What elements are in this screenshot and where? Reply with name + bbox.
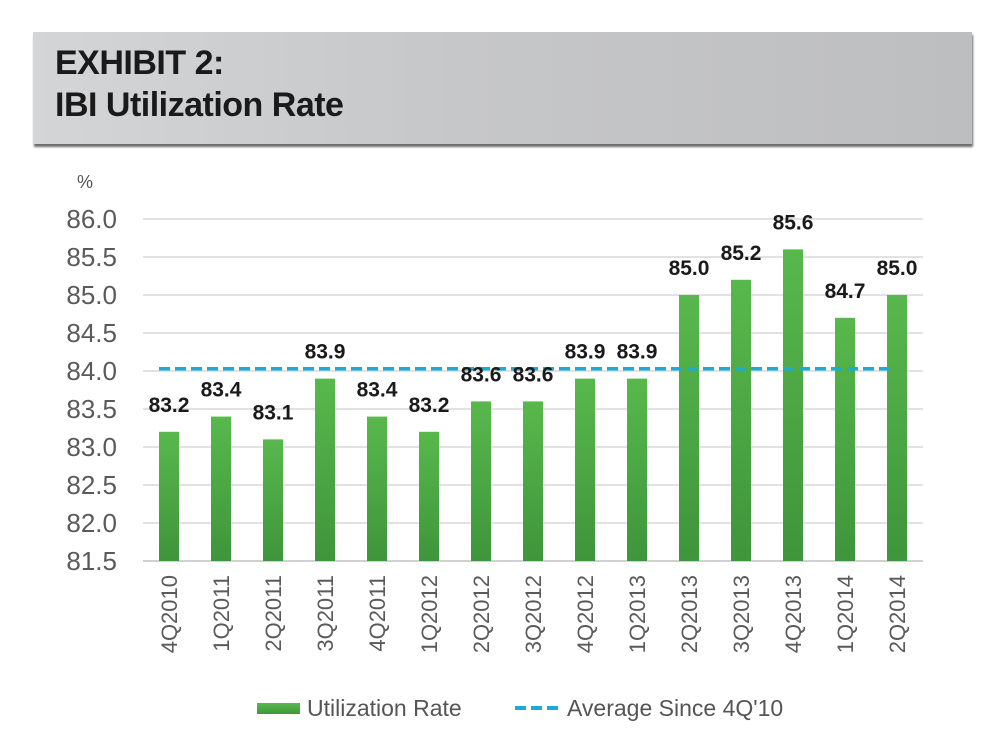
x-tick-label: 1Q2013 — [625, 575, 650, 653]
x-tick-label: 2Q2014 — [885, 575, 910, 653]
y-tick-label: 85.5 — [66, 242, 117, 272]
bar-4Q2011 — [367, 416, 387, 561]
bar-4Q2013 — [783, 249, 803, 561]
bar-1Q2013 — [627, 378, 647, 561]
data-label: 85.0 — [669, 257, 710, 280]
data-label: 83.9 — [617, 341, 658, 364]
bar-2Q2012 — [471, 401, 491, 561]
bar-4Q2012 — [575, 378, 595, 561]
y-tick-label: 86.0 — [66, 204, 117, 234]
legend-label-average: Average Since 4Q'10 — [567, 695, 784, 721]
bar-2Q2011 — [263, 439, 283, 561]
y-tick-label: 84.5 — [66, 318, 117, 348]
bar-1Q2011 — [211, 416, 231, 561]
x-tick-label: 1Q2014 — [833, 575, 858, 653]
y-tick-label: 81.5 — [66, 546, 117, 576]
data-label: 83.2 — [409, 394, 450, 417]
bar-3Q2012 — [523, 401, 543, 561]
chart-area: % 81.5 82.0 82.5 83.0 83.5 84.0 84.5 85.0 85.5 86… — [66, 172, 923, 653]
bar-3Q2011 — [315, 378, 335, 561]
x-tick-label: 2Q2011 — [261, 575, 286, 652]
x-tick-label: 4Q2010 — [157, 575, 182, 653]
bar-2Q2014 — [887, 295, 907, 561]
x-axis-ticks: 4Q2010 1Q2011 2Q2011 3Q2011 4Q2011 1Q2012 2Q20… — [157, 575, 910, 653]
bar-3Q2013 — [731, 279, 751, 561]
legend-swatch-utilization-rate — [257, 703, 300, 714]
data-label: 83.1 — [253, 401, 294, 424]
data-label: 85.2 — [721, 242, 762, 265]
data-label: 83.9 — [305, 341, 346, 364]
data-labels: 83.2 83.4 83.1 83.9 83.4 83.2 83.6 83.6 83.9 83.9… — [149, 211, 918, 424]
x-tick-label: 4Q2013 — [781, 575, 806, 653]
bar-2Q2013 — [679, 295, 699, 561]
y-axis-ticks: 81.5 82.0 82.5 83.0 83.5 84.0 84.5 85.0 85.5 86.0 — [66, 204, 117, 576]
data-label: 83.2 — [149, 394, 190, 417]
data-label: 83.6 — [513, 363, 554, 386]
x-tick-label: 2Q2012 — [469, 575, 494, 653]
legend-label-utilization-rate: Utilization Rate — [307, 695, 462, 721]
y-tick-label: 85.0 — [66, 280, 117, 310]
bar-1Q2012 — [419, 431, 439, 561]
x-tick-label: 2Q2013 — [677, 575, 702, 653]
data-label: 83.4 — [357, 379, 398, 402]
y-tick-label: 83.0 — [66, 432, 117, 462]
bar-series — [159, 249, 907, 561]
bar-1Q2014 — [835, 317, 855, 561]
x-tick-label: 4Q2011 — [365, 575, 390, 652]
exhibit-header: EXHIBIT 2: IBI Utilization Rate — [33, 32, 972, 144]
y-axis-label: % — [77, 172, 93, 192]
data-label: 85.6 — [773, 211, 814, 234]
y-tick-label: 83.5 — [66, 394, 117, 424]
bar-4Q2010 — [159, 431, 179, 561]
data-label: 83.9 — [565, 341, 606, 364]
x-tick-label: 3Q2012 — [521, 575, 546, 653]
legend: Utilization Rate Average Since 4Q'10 — [0, 694, 1003, 724]
data-label: 83.4 — [201, 379, 242, 402]
x-tick-label: 4Q2012 — [573, 575, 598, 653]
chart-title: IBI Utilization Rate — [55, 86, 344, 124]
data-label: 84.7 — [825, 280, 866, 303]
y-tick-label: 84.0 — [66, 356, 117, 386]
y-tick-label: 82.5 — [66, 470, 117, 500]
x-tick-label: 1Q2011 — [209, 575, 234, 652]
legend-swatch-average — [515, 706, 559, 710]
data-label: 83.6 — [461, 363, 502, 386]
exhibit-number: EXHIBIT 2: — [55, 44, 224, 82]
x-tick-label: 1Q2012 — [417, 575, 442, 653]
data-label: 85.0 — [877, 257, 918, 280]
x-tick-label: 3Q2013 — [729, 575, 754, 653]
y-tick-label: 82.0 — [66, 508, 117, 538]
x-tick-label: 3Q2011 — [313, 575, 338, 652]
